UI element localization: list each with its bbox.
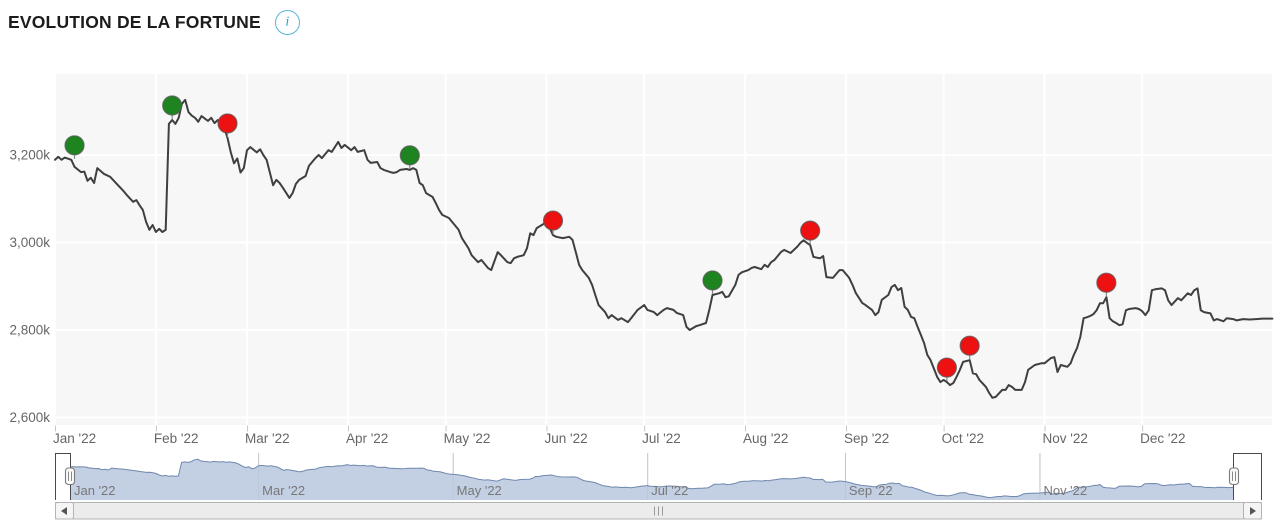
flag-circle[interactable] [217, 113, 238, 134]
navigator-handle-right[interactable] [1228, 467, 1240, 486]
x-axis-label: Sep '22 [844, 431, 889, 446]
flag-circle[interactable] [399, 145, 420, 166]
y-axis-label: 2,800k [9, 323, 50, 338]
navigator-handle-left-grip[interactable] [64, 467, 76, 486]
info-icon-glyph: i [285, 14, 290, 29]
y-axis-label: 3,200k [9, 148, 50, 163]
event-flag-red[interactable] [936, 357, 957, 382]
navigator-area[interactable] [70, 459, 1234, 500]
flag-circle[interactable] [162, 95, 183, 116]
flag-circle[interactable] [800, 220, 821, 241]
y-axis-label: 2,600k [9, 410, 50, 425]
navigator[interactable] [69, 453, 1235, 500]
flag-circle[interactable] [702, 270, 723, 291]
x-axis-label: Jun '22 [545, 431, 588, 446]
x-axis-label: Aug '22 [743, 431, 788, 446]
navigator-month-label: Sep '22 [849, 483, 893, 498]
info-icon[interactable]: i [274, 10, 300, 35]
flag-circle[interactable] [64, 135, 85, 156]
event-flag-red[interactable] [959, 335, 980, 360]
x-axis-label: Jan '22 [53, 431, 96, 446]
page-title: EVOLUTION DE LA FORTUNE [8, 12, 261, 32]
navigator-labels: Jan '22 Mar '22 May '22 Jul '22 Sep '22 Nov '… [74, 483, 1087, 498]
main-gridlines [54, 74, 1272, 425]
scrollbar-right-arrow-icon[interactable] [1250, 507, 1256, 515]
flag-circle[interactable] [542, 210, 564, 231]
x-axis-label: Nov '22 [1043, 431, 1088, 446]
navigator-handle-right-grip[interactable] [1228, 467, 1240, 486]
event-flag-green[interactable] [399, 145, 420, 169]
x-axis-ticks [55, 425, 1144, 432]
scrollbar-left-arrow-icon[interactable] [61, 507, 67, 515]
event-flag-green[interactable] [702, 270, 723, 294]
fortune-line [54, 98, 1274, 399]
event-flag-red[interactable] [800, 220, 821, 245]
navigator-mask-left [56, 453, 70, 500]
event-flag-red[interactable] [542, 210, 564, 235]
navigator-line [69, 458, 1235, 499]
x-axis-label: Jul '22 [642, 431, 681, 446]
event-flag-red[interactable] [217, 113, 238, 137]
x-axis-label: May '22 [444, 431, 491, 446]
navigator-month-label: Nov '22 [1043, 483, 1087, 498]
scrollbar[interactable] [55, 502, 1262, 520]
x-axis-label: Mar '22 [245, 431, 290, 446]
y-axis-labels: 3,200k 3,000k 2,800k 2,600k [9, 148, 50, 426]
navigator-month-label: Mar '22 [262, 483, 305, 498]
chart-header: EVOLUTION DE LA FORTUNE i [8, 10, 300, 35]
y-axis-label: 3,000k [9, 235, 50, 250]
event-flag-green[interactable] [64, 135, 85, 159]
flag-circle[interactable] [1096, 272, 1117, 293]
flag-circle[interactable] [959, 335, 980, 356]
navigator-month-label: May '22 [457, 483, 502, 498]
navigator-month-label: Jul '22 [651, 483, 688, 498]
flag-circle[interactable] [936, 357, 957, 378]
x-axis-labels: Jan '22 Feb '22 Mar '22 Apr '22 May '22 Jun '… [53, 431, 1186, 446]
navigator-month-label: Jan '22 [74, 483, 116, 498]
event-flag-red[interactable] [1096, 272, 1117, 297]
navigator-handle-left[interactable] [64, 467, 76, 486]
x-axis-label: Apr '22 [346, 431, 388, 446]
plot-area [56, 74, 1272, 425]
x-axis-label: Feb '22 [154, 431, 199, 446]
event-flag-green[interactable] [162, 95, 183, 119]
x-axis-label: Dec '22 [1140, 431, 1185, 446]
x-axis-label: Oct '22 [942, 431, 984, 446]
